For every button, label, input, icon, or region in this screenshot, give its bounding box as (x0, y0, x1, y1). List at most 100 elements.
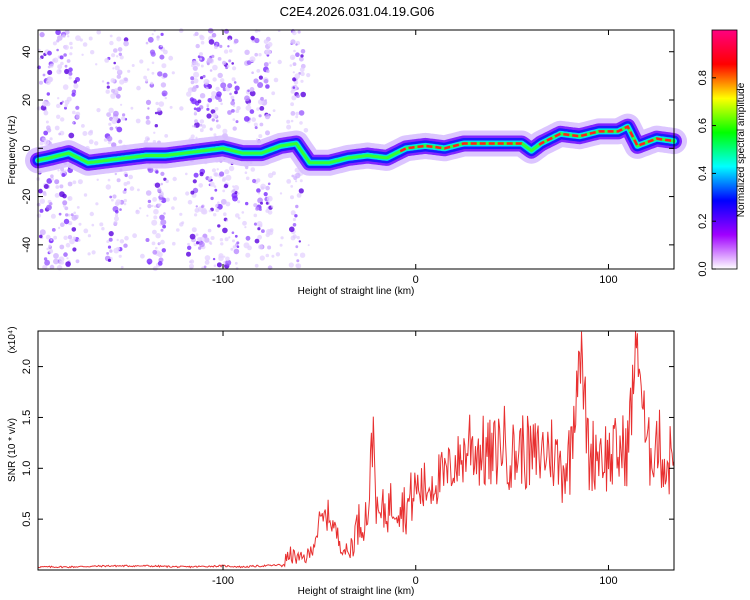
noise-speckle (79, 38, 83, 42)
noise-speckle (55, 185, 60, 189)
noise-speckle (198, 246, 202, 250)
noise-speckle (190, 80, 195, 85)
noise-speckle (69, 41, 73, 46)
noise-speckle (258, 208, 262, 211)
noise-speckle (58, 256, 65, 263)
noise-speckle (42, 73, 46, 77)
noise-speckle (227, 83, 233, 89)
noise-speckle (61, 34, 66, 38)
noise-speckle (289, 226, 295, 233)
noise-speckle (72, 180, 77, 185)
noise-speckle (231, 62, 234, 65)
noise-speckle (147, 36, 154, 43)
y-tick-label: 20 (21, 94, 33, 106)
noise-speckle (242, 220, 247, 226)
noise-speckle (212, 257, 216, 261)
noise-speckle (271, 91, 276, 96)
noise-speckle (209, 69, 213, 72)
noise-speckle (122, 113, 126, 117)
noise-speckle (234, 234, 238, 238)
noise-speckle (145, 115, 150, 120)
noise-speckle (294, 73, 301, 79)
noise-speckle (258, 114, 262, 118)
noise-speckle (63, 252, 68, 257)
noise-speckle (295, 263, 300, 268)
noise-speckle (203, 237, 210, 243)
noise-speckle (217, 224, 221, 228)
noise-speckle (91, 223, 95, 227)
noise-speckle (231, 109, 235, 113)
noise-speckle (149, 83, 155, 88)
noise-speckle (217, 57, 222, 61)
noise-speckle (299, 67, 305, 73)
noise-speckle (116, 74, 122, 79)
noise-speckle (116, 55, 119, 58)
noise-speckle (220, 82, 227, 89)
noise-speckle (71, 227, 77, 232)
noise-speckle (197, 55, 201, 59)
noise-speckle (49, 137, 53, 141)
noise-speckle (59, 191, 65, 198)
noise-speckle (200, 76, 204, 80)
noise-speckle (220, 198, 227, 205)
noise-speckle (212, 77, 217, 82)
noise-speckle (211, 91, 217, 97)
noise-speckle (213, 264, 217, 268)
noise-speckle (267, 42, 273, 47)
noise-speckle (73, 80, 78, 84)
noise-speckle (67, 181, 73, 187)
noise-speckle (62, 84, 69, 90)
noise-speckle (253, 78, 259, 84)
noise-speckle (193, 107, 197, 111)
noise-speckle (191, 227, 197, 233)
noise-speckle (292, 62, 297, 66)
noise-speckle (155, 233, 161, 239)
noise-speckle (60, 61, 64, 66)
noise-speckle (56, 265, 63, 271)
noise-speckle (296, 259, 300, 263)
noise-speckle (113, 220, 118, 226)
noise-speckle (195, 205, 198, 208)
noise-speckle (219, 44, 223, 49)
noise-speckle (75, 105, 80, 110)
noise-speckle (159, 214, 165, 221)
noise-speckle (201, 266, 204, 270)
noise-speckle (150, 81, 154, 85)
noise-speckle (165, 179, 169, 184)
noise-speckle (254, 126, 258, 130)
noise-speckle (105, 89, 110, 94)
noise-speckle (172, 176, 177, 182)
noise-speckle (213, 213, 217, 217)
noise-speckle (69, 52, 73, 56)
noise-speckle (75, 35, 81, 41)
noise-speckle (111, 118, 118, 125)
noise-speckle (49, 202, 53, 206)
noise-speckle (67, 35, 70, 38)
noise-speckle (154, 182, 161, 188)
noise-speckle (187, 245, 192, 250)
noise-speckle (38, 188, 43, 194)
noise-speckle (60, 117, 65, 122)
noise-speckle (49, 63, 54, 68)
noise-speckle (69, 46, 73, 50)
noise-speckle (68, 76, 72, 80)
noise-speckle (172, 196, 178, 201)
noise-speckle (199, 34, 204, 39)
noise-speckle (292, 71, 295, 74)
noise-speckle (67, 235, 73, 240)
noise-speckle (106, 112, 111, 117)
noise-speckle (130, 106, 134, 110)
noise-speckle (275, 252, 281, 257)
noise-speckle (224, 169, 230, 175)
noise-speckle (72, 110, 76, 115)
noise-speckle (68, 71, 73, 76)
noise-speckle (124, 77, 128, 82)
frequency-ridge (25, 113, 687, 176)
noise-speckle (45, 120, 49, 124)
noise-speckle (263, 39, 269, 44)
noise-speckle (106, 135, 113, 142)
noise-speckle (266, 195, 273, 202)
colorbar-ticks: 0.0 0.2 0.4 0.6 0.8 (697, 70, 716, 277)
x-tick-label: -100 (212, 274, 234, 286)
noise-speckle (189, 263, 194, 269)
